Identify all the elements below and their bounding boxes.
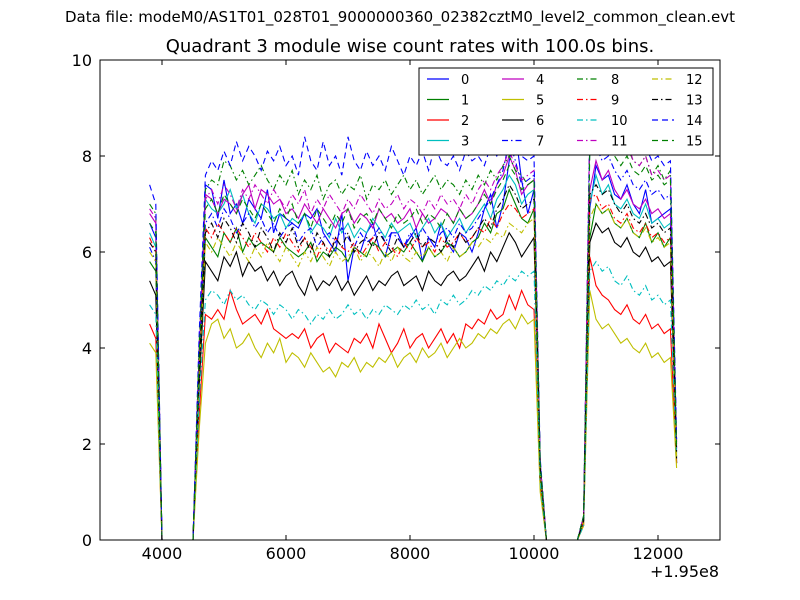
legend-label-8: 8 [611, 73, 619, 88]
series-line-5 [149, 290, 678, 540]
legend-label-9: 9 [611, 94, 619, 109]
x-tick-label: 12000 [633, 544, 684, 563]
legend-label-5: 5 [536, 94, 544, 109]
series-line-8 [149, 121, 678, 540]
y-tick-label: 0 [82, 531, 92, 550]
y-tick-label: 6 [82, 243, 92, 262]
series-line-12 [149, 202, 678, 540]
figure-suptitle: Data file: modeM0/AS1T01_028T01_90000003… [64, 8, 736, 26]
legend-label-3: 3 [461, 135, 469, 150]
y-tick-label: 8 [82, 147, 92, 166]
series-line-11 [149, 111, 678, 540]
legend-label-7: 7 [536, 135, 544, 150]
x-axis-offset-label: +1.95e8 [650, 562, 720, 581]
legend-label-4: 4 [536, 73, 544, 88]
x-tick-label: 4000 [142, 544, 183, 563]
series-line-14 [149, 121, 678, 540]
series-line-6 [149, 221, 678, 540]
legend-label-10: 10 [611, 114, 628, 129]
series-line-2 [149, 256, 678, 540]
x-tick-label: 6000 [266, 544, 307, 563]
legend-label-1: 1 [461, 94, 469, 109]
y-tick-label: 2 [82, 435, 92, 454]
series-line-10 [149, 260, 678, 540]
legend-label-13: 13 [686, 94, 703, 109]
x-tick-label: 10000 [509, 544, 560, 563]
series-line-15 [149, 135, 678, 540]
legend-label-2: 2 [461, 114, 469, 129]
series-line-13 [149, 183, 678, 540]
legend-label-12: 12 [686, 73, 703, 88]
x-tick-label: 8000 [390, 544, 431, 563]
legend-label-6: 6 [536, 114, 544, 129]
legend-label-15: 15 [686, 135, 703, 150]
y-tick-label: 10 [72, 51, 92, 70]
series-lines [149, 111, 678, 540]
chart-title: Quadrant 3 module wise count rates with … [165, 36, 655, 57]
series-line-1 [149, 188, 678, 540]
legend-label-14: 14 [686, 114, 703, 129]
y-tick-label: 4 [82, 339, 92, 358]
legend-label-11: 11 [611, 135, 628, 150]
legend-label-0: 0 [461, 73, 469, 88]
